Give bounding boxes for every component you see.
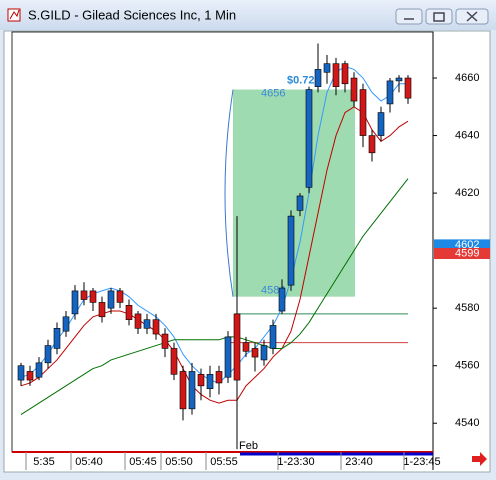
candle-body xyxy=(359,89,367,136)
range-label: $0.72 xyxy=(287,74,315,86)
y-tick-label: 4660 xyxy=(455,72,479,84)
candle-body xyxy=(197,374,205,387)
candle-body xyxy=(224,336,232,378)
candle-body xyxy=(107,290,115,309)
candle-body xyxy=(71,290,79,315)
candle-body xyxy=(152,319,160,335)
date-marker: Feb xyxy=(239,440,258,452)
y-tick-label: 4620 xyxy=(455,187,479,199)
range-bracket xyxy=(224,89,234,297)
minimize-button[interactable] xyxy=(395,8,423,25)
candle-body xyxy=(206,374,214,390)
y-tick-label: 4560 xyxy=(455,360,479,372)
x-tick-label: 05:45 xyxy=(129,456,157,468)
indicator-line xyxy=(20,178,409,416)
candle-body xyxy=(98,302,106,318)
candle-body xyxy=(269,325,277,349)
window-button-glyphs xyxy=(404,11,478,22)
candle-body xyxy=(395,77,403,82)
plot-layer: 4540 4560 4580 4620 4640 4660 5:35 05:40 05:45 05… xyxy=(17,43,490,470)
candle-body xyxy=(377,112,385,136)
candle-body xyxy=(53,328,61,349)
window-title: S.GILD - Gilead Sciences Inc, 1 Min xyxy=(28,7,236,22)
candle-body xyxy=(314,69,322,87)
candle-body xyxy=(305,89,313,188)
candle-body xyxy=(116,290,124,303)
candle-body xyxy=(332,63,340,87)
candle-body xyxy=(143,319,151,329)
candle-body xyxy=(260,345,268,361)
x-tick-label: 1-23:30 xyxy=(277,456,314,468)
app-icon-glyph xyxy=(9,9,20,20)
candle-body xyxy=(341,63,349,85)
x-tick-label: 1-23:45 xyxy=(403,456,440,468)
x-tick-label: 05:50 xyxy=(165,456,193,468)
candle-body xyxy=(188,371,196,410)
y-tick-label: 4640 xyxy=(455,129,479,141)
price-tag xyxy=(434,239,490,251)
range-high-label: 4656 xyxy=(261,87,285,99)
candle-body xyxy=(215,371,223,384)
candle-body xyxy=(35,362,43,378)
candle-body xyxy=(62,316,70,332)
candle-body xyxy=(170,348,178,375)
scroll-arrow[interactable] xyxy=(472,452,487,466)
app-icon xyxy=(7,8,21,22)
x-tick-label: 05:55 xyxy=(210,456,238,468)
candle-body xyxy=(26,371,34,381)
candle-body xyxy=(251,348,259,358)
candle-body xyxy=(80,290,88,300)
candle-body xyxy=(233,313,241,381)
candle-body xyxy=(179,371,187,410)
plot-area xyxy=(11,31,434,453)
x-tick-label: 05:40 xyxy=(75,456,103,468)
candle-body xyxy=(323,63,331,73)
candle-body xyxy=(350,77,358,102)
y-tick-label: 4580 xyxy=(455,302,479,314)
candle-body xyxy=(296,195,304,211)
candle-body xyxy=(287,215,295,286)
candle-body xyxy=(17,365,25,381)
candle-body xyxy=(404,77,412,99)
candle-body xyxy=(125,304,133,320)
candle-body xyxy=(368,135,376,154)
candle-body xyxy=(242,342,250,352)
candle-body xyxy=(278,287,286,312)
y-tick-label: 4540 xyxy=(455,417,479,429)
indicator-line xyxy=(20,106,409,404)
candle-body xyxy=(161,333,169,349)
x-tick-label: 23:40 xyxy=(345,456,373,468)
candle-body xyxy=(134,313,142,329)
x-tick-label: 5:35 xyxy=(33,456,54,468)
candle-body xyxy=(386,80,394,105)
candle-body xyxy=(89,290,97,303)
candle-body xyxy=(44,345,52,364)
price-tag xyxy=(434,248,490,260)
price-tag-label: 4599 xyxy=(455,247,479,259)
price-tag-label: 4602 xyxy=(455,239,479,251)
maximize-button[interactable] xyxy=(425,8,453,25)
